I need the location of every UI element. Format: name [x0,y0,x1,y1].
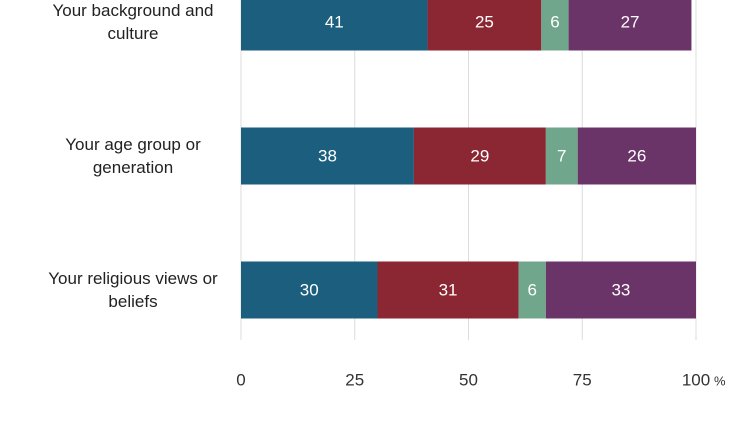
bar-segment [241,261,378,319]
bar-segment [241,127,414,185]
bar-segment [541,0,569,51]
bar-segment [577,127,696,185]
bar-segment [413,127,546,185]
category-label: Your religious views or beliefs [48,269,218,311]
bar-segment [427,0,542,51]
value-label: 33 [611,280,630,299]
x-tick-label: 50 [459,370,478,389]
x-tick-label: 25 [345,370,364,389]
x-tick-label: 75 [573,370,592,389]
bar-segment [545,261,696,319]
x-unit: % [714,373,726,388]
value-label: 38 [318,146,337,165]
value-label: 41 [325,12,344,31]
value-label: 27 [621,12,640,31]
value-label: 6 [550,12,559,31]
bar-segment [377,261,519,319]
bar-segment [568,0,692,51]
value-label: 26 [627,146,646,165]
bar-segment [545,127,578,185]
bar-segment [241,0,428,51]
category-label: Your background and culture [52,1,214,43]
category-label: Your age group or generation [65,135,201,177]
value-label: 29 [470,146,489,165]
bar-segment [518,261,546,319]
x-tick-label: 0 [236,370,245,389]
value-label: 25 [475,12,494,31]
value-label: 7 [557,146,566,165]
value-label: 6 [527,280,536,299]
value-label: 30 [300,280,319,299]
value-label: 31 [439,280,458,299]
x-tick-label: 100 [682,370,710,389]
